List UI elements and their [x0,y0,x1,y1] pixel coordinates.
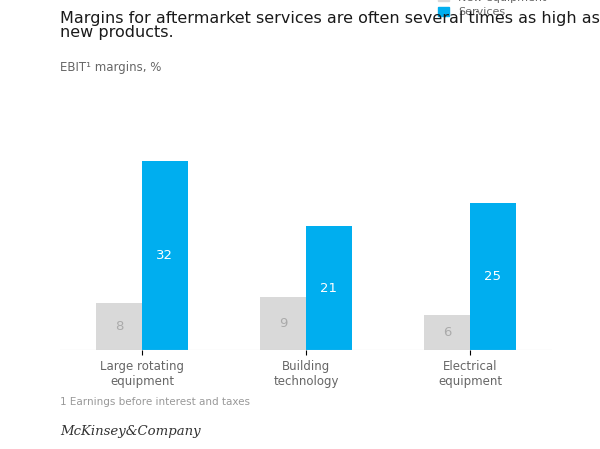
Text: 8: 8 [115,320,123,333]
Text: 9: 9 [279,317,287,330]
Text: McKinsey&Company: McKinsey&Company [60,425,200,438]
Text: 6: 6 [443,326,451,339]
Text: 32: 32 [157,249,173,262]
Legend: New equipment, Services: New equipment, Services [438,0,547,18]
Text: EBIT¹ margins, %: EBIT¹ margins, % [60,61,161,74]
Bar [260,297,306,350]
Bar [470,202,516,350]
Text: 21: 21 [320,282,337,295]
Bar [142,161,188,350]
Text: 25: 25 [484,270,502,283]
Text: Margins for aftermarket services are often several times as high as for: Margins for aftermarket services are oft… [60,11,600,26]
Bar [96,303,142,350]
Text: new products.: new products. [60,25,173,40]
Text: 1 Earnings before interest and taxes: 1 Earnings before interest and taxes [60,397,250,407]
Bar [424,315,470,350]
Bar [306,226,352,350]
